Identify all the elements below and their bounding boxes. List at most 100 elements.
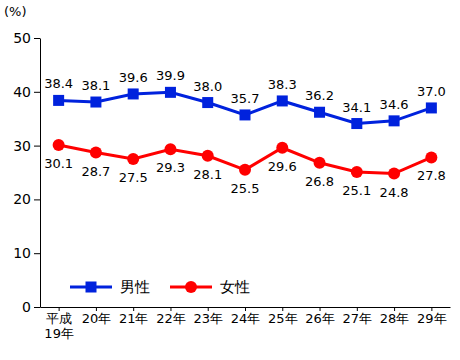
x-tick-label: 26年 — [305, 311, 335, 326]
x-tick: 23年 — [193, 307, 223, 326]
data-label: 29.6 — [268, 159, 297, 174]
x-tick-label-line: 23年 — [193, 311, 223, 326]
data-label: 38.0 — [193, 79, 222, 94]
data-label: 38.1 — [81, 78, 110, 93]
y-tick: 0 — [22, 299, 40, 315]
series-marker — [53, 95, 64, 106]
series-marker — [164, 143, 176, 155]
y-tick-label: 10 — [13, 245, 31, 261]
x-tick: 20年 — [82, 307, 112, 326]
x-tick-label: 22年 — [156, 311, 186, 326]
x-tick-label: 20年 — [82, 311, 112, 326]
data-label: 38.3 — [268, 77, 297, 92]
x-tick-label-line: 29年 — [417, 311, 447, 326]
y-tick: 50 — [13, 30, 40, 46]
x-tick-label-line: 21年 — [119, 311, 149, 326]
legend-marker — [86, 282, 97, 293]
y-axis-line — [40, 39, 41, 308]
x-tick-label: 21年 — [119, 311, 149, 326]
data-label: 28.1 — [193, 167, 222, 182]
chart: (%) 0 10 20 30 40 50 平成19年 20年 21年 22年 23年 24年 25年 26年… — [0, 0, 460, 360]
x-tick-label-line: 20年 — [82, 311, 112, 326]
series-marker — [277, 95, 288, 106]
x-tick: 27年 — [343, 307, 373, 326]
x-tick-label-line: 19年 — [44, 326, 74, 341]
data-label: 24.8 — [380, 185, 409, 200]
data-labels: 38.438.139.639.938.035.738.336.234.134.6… — [44, 68, 446, 199]
data-label: 27.8 — [417, 168, 446, 183]
data-label: 25.1 — [342, 183, 371, 198]
series-marker — [202, 97, 213, 108]
series-marker — [53, 139, 65, 151]
x-tick: 21年 — [119, 307, 149, 326]
x-tick-label-line: 24年 — [231, 311, 261, 326]
series-marker — [276, 142, 288, 154]
x-tick: 25年 — [268, 307, 298, 326]
data-label: 39.9 — [156, 68, 185, 83]
y-axis: 0 10 20 30 40 50 — [13, 30, 40, 315]
x-tick-label: 29年 — [417, 311, 447, 326]
legend-item: 男性 — [70, 278, 150, 296]
x-tick: 26年 — [305, 307, 335, 326]
x-tick-label: 平成19年 — [44, 311, 74, 341]
data-label: 39.6 — [119, 70, 148, 85]
legend-item: 女性 — [170, 278, 250, 296]
y-axis-label: (%) — [4, 4, 27, 19]
y-tick-mark — [34, 199, 40, 200]
series-marker — [351, 118, 362, 129]
x-tick-label: 25年 — [268, 311, 298, 326]
series-marker — [239, 164, 251, 176]
data-label: 30.1 — [44, 156, 73, 171]
legend-label: 男性 — [120, 278, 150, 296]
y-tick-label: 0 — [22, 299, 31, 315]
series-marker — [426, 102, 437, 113]
x-tick: 29年 — [417, 307, 447, 326]
series-marker — [128, 88, 139, 99]
data-label: 28.7 — [81, 164, 110, 179]
y-tick: 30 — [13, 138, 40, 154]
data-label: 34.6 — [380, 97, 409, 112]
x-tick-label-line: 27年 — [343, 311, 373, 326]
x-tick-label: 27年 — [343, 311, 373, 326]
series-marker — [351, 166, 363, 178]
x-tick: 22年 — [156, 307, 186, 326]
data-label: 29.3 — [156, 160, 185, 175]
y-tick-mark — [34, 253, 40, 254]
y-tick-label: 30 — [13, 138, 31, 154]
x-tick-label-line: 26年 — [305, 311, 335, 326]
data-label: 27.5 — [119, 170, 148, 185]
data-label: 26.8 — [305, 174, 334, 189]
series-marker — [240, 109, 251, 120]
data-label: 37.0 — [417, 84, 446, 99]
y-tick-label: 50 — [13, 30, 31, 46]
series-marker — [388, 168, 400, 180]
data-label: 25.5 — [231, 181, 260, 196]
series-marker — [389, 115, 400, 126]
y-tick-label: 20 — [13, 191, 31, 207]
plot-area — [53, 87, 438, 180]
data-label: 35.7 — [231, 91, 260, 106]
series-marker — [165, 87, 176, 98]
x-tick: 平成19年 — [44, 307, 74, 341]
y-tick: 20 — [13, 191, 40, 207]
x-tick-label: 23年 — [193, 311, 223, 326]
x-tick: 28年 — [380, 307, 410, 326]
series-marker — [90, 147, 102, 159]
series-marker — [127, 153, 139, 165]
y-tick-mark — [34, 92, 40, 93]
series-marker — [90, 97, 101, 108]
x-axis: 平成19年 20年 21年 22年 23年 24年 25年 26年 27年 28年 29年 — [41, 307, 451, 341]
y-tick-mark — [34, 38, 40, 39]
y-tick-label: 40 — [13, 84, 31, 100]
legend-label: 女性 — [220, 278, 250, 296]
x-tick-label-line: 平成 — [46, 311, 72, 326]
x-tick-label-line: 28年 — [380, 311, 410, 326]
x-tick-label-line: 25年 — [268, 311, 298, 326]
y-tick: 40 — [13, 84, 40, 100]
data-label: 38.4 — [44, 76, 73, 91]
series-marker — [314, 157, 326, 169]
x-tick-label: 24年 — [231, 311, 261, 326]
x-tick: 24年 — [231, 307, 261, 326]
series-marker — [202, 150, 214, 162]
x-tick-label: 28年 — [380, 311, 410, 326]
